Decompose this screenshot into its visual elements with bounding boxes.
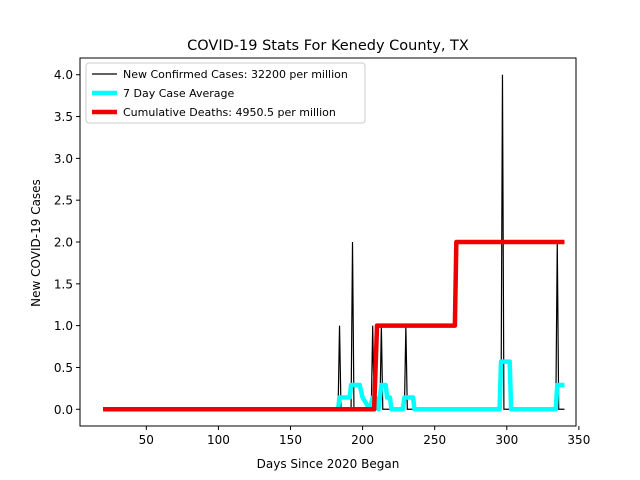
- y-tick-label-3: 3.0: [54, 152, 73, 166]
- legend-label-1: New Confirmed Cases: 32200 per million: [123, 68, 348, 81]
- x-tick-label-200: 200: [351, 433, 374, 447]
- y-tick-label-1.5: 1.5: [54, 277, 73, 291]
- legend-box: [85, 62, 366, 124]
- plot-area: 50 100 150 200 250 300 350 0.0 0.5 1.0 1.5 2.0 2.5 3.…: [54, 57, 590, 447]
- legend-label-2: 7 Day Case Average: [123, 87, 235, 100]
- x-tick-label-50: 50: [139, 433, 154, 447]
- y-tick-label-3.5: 3.5: [54, 110, 73, 124]
- series-line-2: [335, 359, 565, 412]
- legend-label-3: Cumulative Deaths: 4950.5 per million: [123, 106, 336, 119]
- y-tick-label-2.5: 2.5: [54, 194, 73, 208]
- y-axis-label: New COVID-19 Cases: [29, 179, 43, 307]
- series-line-3: [103, 239, 565, 412]
- y-tick-label-0.5: 0.5: [54, 361, 73, 375]
- x-tick-label-350: 350: [567, 433, 590, 447]
- x-tick-label-100: 100: [207, 433, 230, 447]
- legend: New Confirmed Cases: 32200 per million 7 …: [85, 62, 366, 124]
- y-tick-label-4: 4.0: [54, 68, 73, 82]
- x-tick-label-300: 300: [495, 433, 518, 447]
- x-tick-label-250: 250: [423, 433, 446, 447]
- y-tick-label-2: 2.0: [54, 236, 73, 250]
- chart-title: COVID-19 Stats For Kenedy County, TX: [187, 38, 469, 54]
- x-tick-label-150: 150: [279, 433, 302, 447]
- y-tick-label-1: 1.0: [54, 319, 73, 333]
- y-tick-label-0: 0.0: [54, 403, 73, 417]
- x-axis-label: Days Since 2020 Began: [257, 457, 400, 471]
